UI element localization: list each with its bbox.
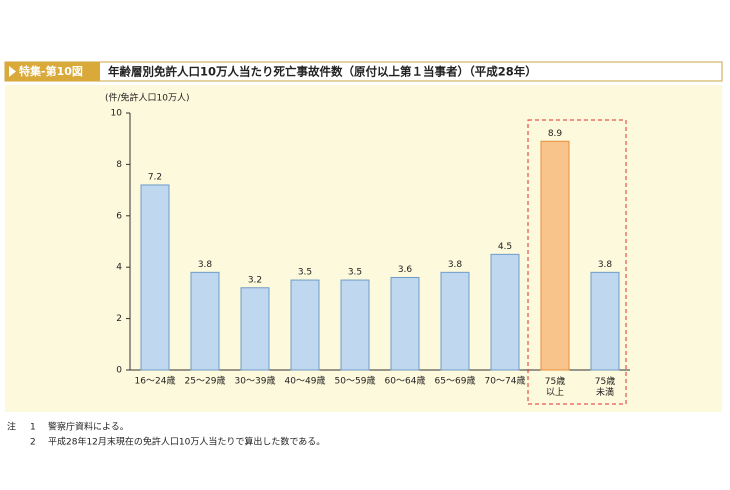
value-label: 3.5 [298, 268, 312, 278]
note-marker: 注 [7, 421, 16, 433]
bar [140, 184, 170, 371]
figure-label: 特集-第10図 [19, 64, 83, 78]
value-label: 8.9 [548, 129, 563, 139]
y-tick-label: 2 [116, 314, 122, 324]
x-tick-label: 50～59歳 [335, 375, 376, 387]
bar [390, 276, 420, 371]
x-tick-label: 40～49歳 [285, 375, 326, 387]
y-tick-label: 10 [111, 109, 123, 119]
y-tick-label: 8 [116, 160, 122, 170]
x-tick-label: 75歳以上 [545, 375, 565, 398]
bar [290, 279, 320, 371]
note-text: 平成28年12月末現在の免許人口10万人当たりで算出した数である。 [48, 436, 325, 448]
y-tick-label: 0 [116, 366, 122, 376]
y-axis-label: (件/免許人口10万人) [105, 92, 190, 104]
x-tick-label: 60～64歳 [385, 375, 426, 387]
x-tick-label: 70～74歳 [485, 375, 526, 387]
bar [490, 253, 520, 371]
header-arrow [9, 66, 16, 77]
highlight-box [527, 119, 627, 405]
x-tick-label: 65～69歳 [435, 375, 476, 387]
chart-title: 年齢層別免許人口10万人当たり死亡事故件数（原付以上第１当事者）（平成28年） [108, 65, 537, 79]
bar [440, 271, 470, 371]
bar [340, 279, 370, 371]
value-label: 3.2 [248, 275, 262, 285]
value-label: 3.8 [448, 260, 463, 270]
value-label: 4.5 [498, 242, 512, 252]
note-number: 1 [30, 423, 36, 433]
y-tick-label: 6 [116, 211, 122, 221]
value-label: 3.8 [598, 260, 613, 270]
x-tick-label: 25～29歳 [185, 375, 226, 387]
x-tick-label: 16～24歳 [135, 375, 176, 387]
bar [190, 271, 220, 371]
y-tick-label: 4 [116, 263, 122, 273]
x-tick-label: 30～39歳 [235, 375, 276, 387]
value-label: 3.5 [348, 268, 362, 278]
note-number: 2 [30, 438, 36, 448]
value-label: 3.8 [198, 260, 213, 270]
bar [240, 287, 270, 371]
bar [590, 271, 620, 371]
x-tick-label: 75歳未満 [595, 375, 615, 398]
value-label: 7.2 [148, 172, 162, 182]
header-label-box [5, 62, 100, 81]
note-text: 警察庁資料による。 [48, 421, 129, 433]
value-label: 3.6 [398, 265, 413, 275]
bar [540, 140, 570, 371]
